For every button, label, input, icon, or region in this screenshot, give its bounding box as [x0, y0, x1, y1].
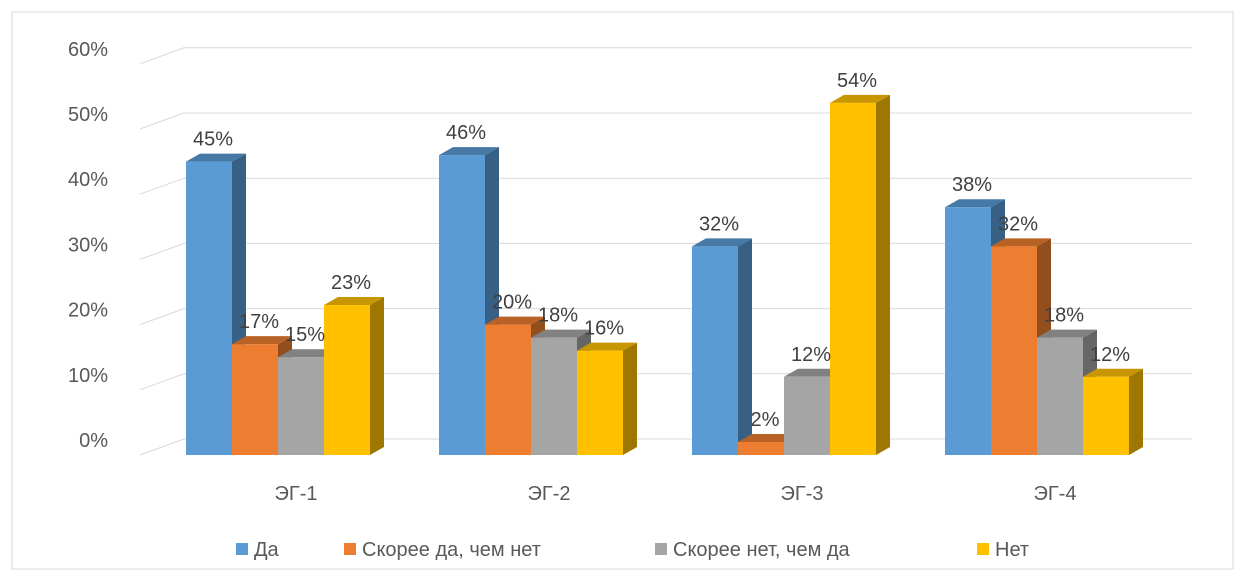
data-label: 2%: [751, 409, 780, 431]
bar-side: [1129, 368, 1143, 455]
data-label: 32%: [998, 213, 1038, 235]
bar-front: [991, 246, 1037, 455]
bar-side: [370, 297, 384, 455]
bar: [577, 342, 637, 455]
bar-front: [485, 324, 531, 455]
data-label: 32%: [699, 213, 739, 235]
legend-item: Скорее да, чем нет: [344, 539, 541, 561]
data-label: 16%: [584, 318, 624, 340]
gridline: [139, 47, 1192, 65]
bar-front: [1037, 337, 1083, 455]
legend-swatch: [977, 543, 989, 555]
bar-front: [439, 155, 485, 455]
bar-top: [692, 238, 752, 247]
bar: [692, 238, 752, 455]
bar-top: [945, 199, 1005, 208]
bar-top: [324, 297, 384, 306]
y-tick-label: 0%: [79, 430, 108, 452]
data-label: 18%: [1044, 305, 1084, 327]
legend-item: Да: [236, 539, 280, 561]
bars: [186, 94, 1143, 456]
bar: [738, 433, 798, 455]
bar-front: [577, 350, 623, 455]
data-label: 45%: [193, 129, 233, 151]
bar-front: [830, 102, 876, 456]
legend-swatch: [236, 543, 248, 555]
bar-front: [692, 246, 738, 455]
data-labels: 45% 17% 15% 23% 46% 20% 18% 16% 32% 2% 12% 54% 38% 32…: [193, 70, 1130, 431]
x-tick-label: ЭГ-2: [528, 483, 571, 505]
bar: [830, 94, 890, 456]
legend-item: Нет: [977, 539, 1029, 561]
x-tick-label: ЭГ-4: [1034, 483, 1077, 505]
bar-top: [186, 153, 246, 162]
bar-side: [876, 94, 890, 456]
data-label: 20%: [492, 292, 532, 314]
bar: [324, 297, 384, 455]
bar-front: [324, 305, 370, 455]
bar-side: [738, 238, 752, 455]
bar-front: [186, 161, 232, 455]
legend-label: Скорее да, чем нет: [362, 539, 541, 561]
bar-top: [485, 316, 545, 325]
bar-front: [1083, 376, 1129, 455]
y-tick-label: 30%: [68, 234, 108, 256]
legend-label: Нет: [995, 539, 1029, 561]
legend-item: Скорее нет, чем да: [655, 539, 851, 561]
bar-top: [830, 94, 890, 103]
data-label: 23%: [331, 272, 371, 294]
bar-top: [991, 238, 1051, 247]
legend: Да Скорее да, чем нет Скорее нет, чем да Не…: [236, 539, 1029, 561]
y-axis: 0% 10% 20% 30% 40% 50% 60%: [68, 39, 108, 452]
y-tick-label: 10%: [68, 365, 108, 387]
bar-top: [1083, 368, 1143, 377]
bar-top: [784, 368, 844, 377]
x-tick-label: ЭГ-1: [275, 483, 318, 505]
bar-top: [577, 342, 637, 351]
bar-front: [531, 337, 577, 455]
bar-top: [738, 433, 798, 442]
x-tick-label: ЭГ-3: [781, 483, 824, 505]
bar-front: [738, 441, 784, 455]
legend-label: Да: [254, 539, 280, 561]
bar-front: [232, 344, 278, 455]
data-label: 17%: [239, 311, 279, 333]
bar-top: [531, 329, 591, 338]
x-axis: ЭГ-1 ЭГ-2 ЭГ-3 ЭГ-4: [275, 483, 1077, 505]
data-label: 38%: [952, 174, 992, 196]
legend-swatch: [344, 543, 356, 555]
bar-front: [945, 207, 991, 455]
legend-label: Скорее нет, чем да: [673, 539, 851, 561]
y-tick-label: 50%: [68, 104, 108, 126]
bar-top: [232, 336, 292, 345]
data-label: 54%: [837, 70, 877, 92]
bar-front: [278, 357, 324, 455]
y-tick-label: 20%: [68, 300, 108, 322]
data-label: 12%: [791, 344, 831, 366]
legend-swatch: [655, 543, 667, 555]
y-tick-label: 60%: [68, 39, 108, 61]
bar-top: [1037, 329, 1097, 338]
data-label: 15%: [285, 324, 325, 346]
data-label: 18%: [538, 305, 578, 327]
y-tick-label: 40%: [68, 169, 108, 191]
bar-top: [278, 349, 338, 358]
data-label: 46%: [446, 122, 486, 144]
data-label: 12%: [1090, 344, 1130, 366]
bar-front: [784, 376, 830, 455]
bar: [1083, 368, 1143, 455]
bar-top: [439, 147, 499, 156]
bar-side: [623, 342, 637, 455]
